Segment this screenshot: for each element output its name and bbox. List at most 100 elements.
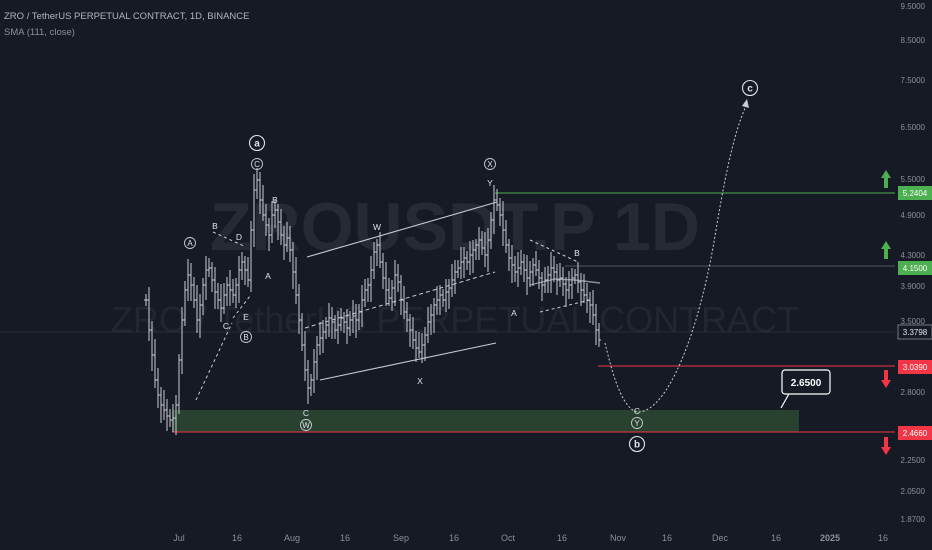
candle [576, 262, 580, 293]
price-tick-label: 6.5000 [901, 123, 926, 132]
wave-label-text: E [243, 312, 249, 322]
wave-label: E [243, 312, 249, 322]
time-tick-label: Oct [501, 533, 516, 543]
level-tag-value: 3.0390 [903, 363, 928, 372]
price-tick-label: 4.3000 [901, 251, 926, 260]
wave-label: A [265, 271, 271, 281]
candle [540, 272, 544, 301]
wave-label: B [212, 221, 218, 231]
wave-label-text: b [634, 440, 640, 451]
level-tag-value: 4.1500 [903, 264, 928, 273]
price-tick-label: 7.5000 [901, 76, 926, 85]
wave-label-text: C [634, 406, 640, 416]
wave-label: X [417, 376, 423, 386]
wave-label-text: B [272, 195, 278, 205]
wave-label: W [300, 419, 312, 431]
level-tag-stop: 2.4660 [898, 426, 932, 440]
candle [186, 259, 190, 301]
price-tick-label: 9.5000 [901, 2, 926, 11]
price-tick-label: 5.5000 [901, 175, 926, 184]
time-tick-label: 16 [662, 533, 672, 543]
candle [597, 323, 601, 347]
candle [162, 390, 166, 420]
wave-label: D [236, 232, 242, 242]
time-tick-label: 16 [557, 533, 567, 543]
wave-label-text: X [417, 376, 423, 386]
price-tick-label: 2.0500 [901, 487, 926, 496]
triangle-lower [539, 299, 591, 313]
wave-label: b [628, 435, 646, 453]
candle [312, 349, 316, 393]
candle [153, 339, 157, 388]
wave-label-text: C [303, 408, 309, 418]
time-tick-label: 16 [340, 533, 350, 543]
indicator-legend[interactable]: SMA (111, close) [4, 27, 75, 38]
wave-label: B [272, 195, 278, 205]
candle [204, 256, 208, 300]
wave-label-text: B [243, 333, 248, 342]
wave-label-text: C [254, 160, 260, 169]
wave-label-text: Y [487, 178, 493, 188]
price-tick-label: 3.5000 [901, 317, 926, 326]
candle [168, 409, 172, 427]
wave-label-text: B [574, 248, 580, 258]
level-tags: 5.2404 4.1500 3.0390 2.4660 [898, 186, 932, 440]
wave-label: W [373, 222, 381, 232]
price-tick-label: 8.5000 [901, 36, 926, 45]
callout-value: 2.6500 [791, 378, 822, 389]
wave-label: Y [487, 178, 493, 188]
wave-label-text: W [373, 222, 381, 232]
candle [309, 374, 313, 396]
time-tick-label: 16 [449, 533, 459, 543]
wave-label: a [248, 134, 266, 152]
time-tick-label: Dec [712, 533, 729, 543]
wave-label: C [634, 406, 640, 416]
time-axis[interactable]: Jul 16 Aug 16 Sep 16 Oct 16 Nov 16 Dec 16 2025 16 [173, 533, 888, 543]
wave-label-text: D [236, 232, 242, 242]
wave-label: c [741, 79, 759, 97]
time-tick-label: Aug [284, 533, 300, 543]
wave-label-text: W [302, 421, 310, 430]
wave-label: B [574, 248, 580, 258]
channel-lower [319, 342, 497, 381]
channel-mid-dashed [304, 271, 496, 329]
price-axis[interactable]: 9.5000 8.5000 7.5000 6.5000 5.5000 4.9000 4.30… [897, 2, 932, 524]
candle [177, 354, 181, 414]
level-tag-stop: 3.0390 [898, 360, 932, 374]
wave-label-text: c [747, 84, 753, 95]
projection-path [604, 105, 747, 413]
arrow-up-icon [881, 241, 891, 259]
time-tick-label: 16 [771, 533, 781, 543]
projection-arrowhead [742, 99, 749, 108]
candle [306, 360, 310, 404]
callout-box[interactable] [781, 369, 831, 395]
wedge-line-1 [195, 322, 233, 401]
wave-label: X [484, 158, 496, 170]
level-tag-target: 5.2404 [898, 186, 932, 200]
wave-label-text: C [223, 321, 229, 331]
price-tick-label: 4.9000 [901, 211, 926, 220]
time-tick-label: 2025 [820, 533, 840, 543]
triangle-upper [529, 239, 579, 263]
level-tag-target: 4.1500 [898, 261, 932, 275]
candle [453, 260, 457, 294]
wave-label-text: A [511, 308, 517, 318]
price-tick-label: 2.2500 [901, 456, 926, 465]
level-tag-value: 5.2404 [903, 189, 928, 198]
arrow-down-icon [881, 437, 891, 455]
price-tick-label: 2.8000 [901, 388, 926, 397]
candle [546, 266, 550, 293]
wave-label-text: B [212, 221, 218, 231]
support-zone [172, 410, 799, 432]
time-tick-label: Nov [610, 533, 627, 543]
wave-label: C [223, 321, 229, 331]
watermark-description: ZRO / TetherUS PERPETUAL CONTRACT [111, 299, 799, 340]
wave-label: C [303, 408, 309, 418]
wave-label: A [184, 237, 196, 249]
time-tick-label: 16 [232, 533, 242, 543]
wave-label: C [251, 158, 263, 170]
wedge-line-3 [232, 295, 251, 319]
wave-label-text: a [254, 139, 260, 150]
